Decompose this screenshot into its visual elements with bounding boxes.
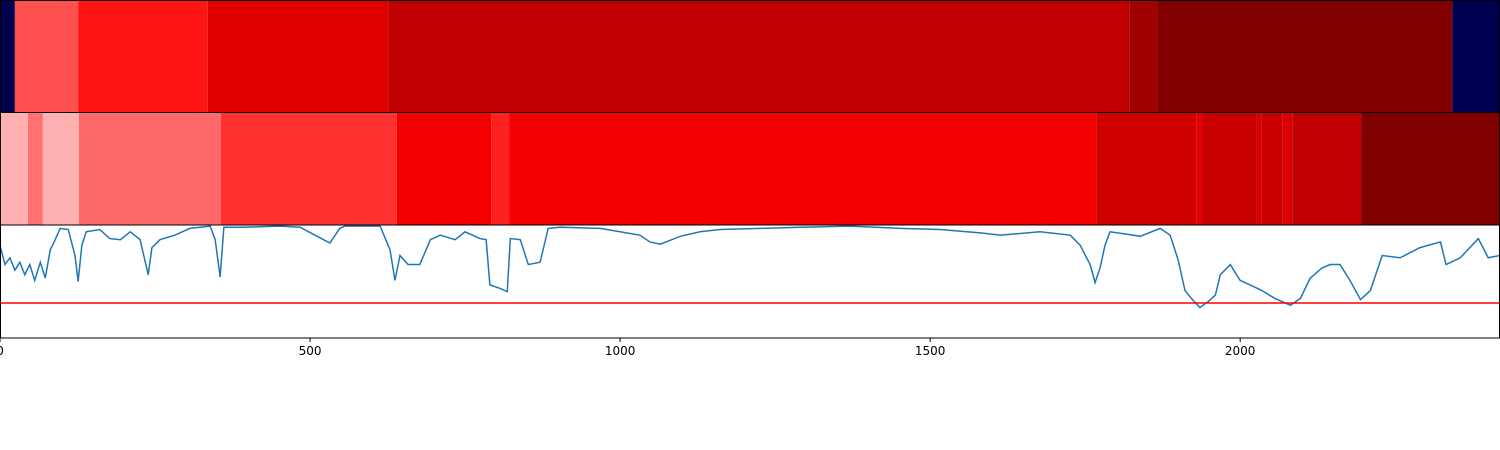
x-tick-label: 1000	[605, 344, 636, 358]
segment	[388, 0, 1130, 113]
segment	[14, 0, 79, 113]
x-tick-label: 2000	[1225, 344, 1256, 358]
segment	[1096, 112, 1197, 225]
segment	[1452, 0, 1500, 113]
segment	[220, 112, 397, 225]
segment	[42, 112, 79, 225]
segment	[1256, 112, 1262, 225]
segment	[1292, 112, 1362, 225]
panel-frame	[0, 224, 1500, 339]
data-line	[0, 225, 1500, 309]
segment	[1202, 112, 1257, 225]
segment	[0, 0, 15, 113]
x-tick-label: 1500	[915, 344, 946, 358]
segment	[509, 112, 1097, 225]
segment	[491, 112, 510, 225]
segment	[27, 112, 43, 225]
segment	[0, 112, 28, 225]
segment	[396, 112, 492, 225]
segment	[78, 112, 221, 225]
segment	[78, 0, 208, 113]
segment	[1361, 112, 1500, 225]
x-tick-label: 0	[0, 344, 4, 358]
x-tick-label: 500	[299, 344, 322, 358]
segment	[1261, 112, 1283, 225]
segment	[207, 0, 389, 113]
segment	[1129, 0, 1158, 113]
segment	[1157, 0, 1453, 113]
segment	[1196, 112, 1203, 225]
segment	[1282, 112, 1293, 225]
